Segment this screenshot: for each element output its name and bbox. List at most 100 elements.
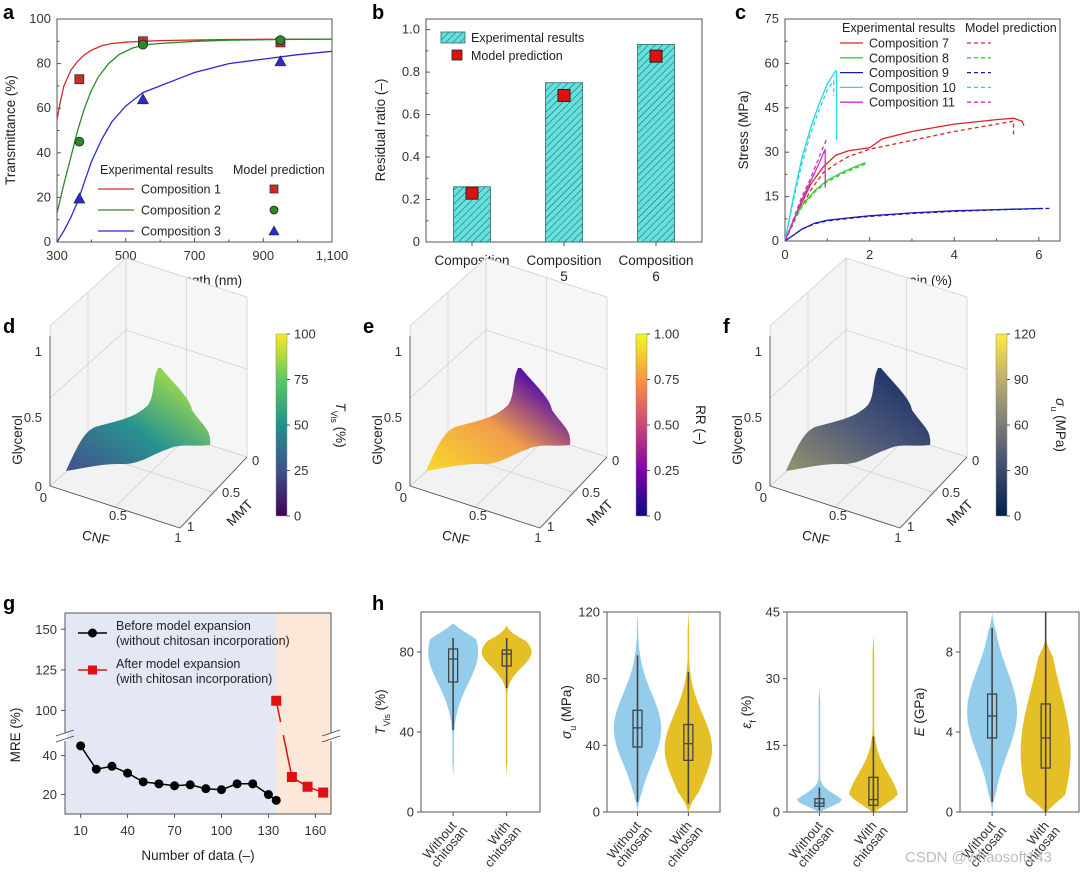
legend-marker bbox=[269, 184, 279, 194]
shaded-region-1 bbox=[65, 613, 277, 814]
legend-label-before: Before model expansion bbox=[116, 619, 251, 633]
x-tick-label: 6 bbox=[1035, 247, 1042, 262]
bar-experimental bbox=[637, 44, 675, 243]
y-axis-label-unit: (%) bbox=[373, 689, 388, 714]
shaded-region-2 bbox=[276, 613, 331, 814]
y-axis-label: Stress (MPa) bbox=[736, 91, 751, 170]
data-point-before bbox=[201, 784, 211, 794]
z-tick-label: 1 bbox=[755, 344, 762, 359]
y-tick-label: 0 bbox=[407, 805, 414, 820]
colorbar-tick-label: 0 bbox=[294, 509, 301, 524]
panel-label: g bbox=[3, 593, 15, 615]
y-tick-label: 1 bbox=[907, 519, 914, 534]
y-axis-label-unit: (GPa) bbox=[912, 688, 927, 728]
y-axis-label: σu (MPa) bbox=[559, 685, 578, 739]
series-line-experimental-7 bbox=[784, 117, 1025, 242]
x-tick-label: 900 bbox=[252, 248, 274, 263]
x-axis-label: CNF bbox=[81, 527, 111, 547]
x-tick-label: 700 bbox=[184, 248, 206, 263]
colorbar-tick-label: 0.50 bbox=[654, 418, 679, 433]
y-tick-label: 80 bbox=[400, 645, 414, 660]
legend-marker-after bbox=[88, 665, 97, 675]
series-line-experimental-10 bbox=[784, 69, 838, 242]
x-tick-label: 0 bbox=[400, 490, 407, 505]
x-tick-label: 4 bbox=[951, 247, 958, 262]
panel-e-rr-surface: e 0 0.5 1 0 0.5 1 0 0.5 1 Glycerol CNF MMT 0 0.25 0.50 0… bbox=[363, 257, 708, 548]
legend-sublabel-after: (with chitosan incorporation) bbox=[116, 672, 272, 686]
axis-break-gap bbox=[63, 733, 67, 741]
data-point-before bbox=[76, 741, 86, 751]
legend-label: Composition 11 bbox=[869, 96, 955, 110]
colorbar-tick-label: 1.00 bbox=[654, 327, 679, 342]
plot-frame bbox=[64, 612, 332, 815]
surface-shape bbox=[426, 368, 571, 471]
y-tick-label: 0 bbox=[773, 805, 780, 820]
grid-line bbox=[845, 329, 968, 370]
colorbar-label-sub: u bbox=[1049, 406, 1059, 411]
legend-label: Composition 1 bbox=[141, 183, 221, 197]
box-iqr bbox=[632, 709, 643, 748]
z-tick-label: 0 bbox=[395, 479, 402, 494]
y-tick-label: 0 bbox=[612, 453, 619, 468]
panel-a-transmittance-chart: a0204060801003005007009001,100Wavelength… bbox=[3, 2, 348, 288]
series-line-model-10 bbox=[784, 79, 835, 242]
legend-label: Composition 10 bbox=[869, 81, 956, 95]
x-tick-label: 100 bbox=[211, 823, 233, 838]
y-axis-label: MMT bbox=[584, 497, 616, 529]
surface-shape bbox=[66, 368, 211, 471]
series-line-3 bbox=[56, 50, 333, 243]
legend-marker bbox=[268, 225, 280, 236]
y-tick-label: 8 bbox=[946, 645, 953, 660]
y-tick-label: 0 bbox=[772, 233, 779, 248]
y-axis-label: Residual ratio (–) bbox=[373, 79, 388, 182]
y-tick-label: 40 bbox=[586, 738, 600, 753]
z-axis-label: Glycerol bbox=[730, 415, 745, 465]
x-axis-line bbox=[49, 485, 181, 529]
z-tick-label: 0 bbox=[35, 479, 42, 494]
y-tick-label: 0 bbox=[972, 453, 979, 468]
y-tick-label: 0.6 bbox=[402, 107, 420, 122]
data-point-before bbox=[91, 764, 101, 774]
prediction-marker bbox=[136, 93, 149, 105]
x-axis-line bbox=[409, 485, 541, 529]
x-tick-label: 130 bbox=[258, 823, 280, 838]
legend-marker bbox=[269, 205, 279, 215]
data-point-before bbox=[232, 779, 242, 789]
series-line-after bbox=[282, 734, 293, 778]
x-axis-line bbox=[769, 485, 901, 529]
panel-f-sigma-surface: f 0 0.5 1 0 0.5 1 0 0.5 1 Glycerol CNF MMT 0 30 60 90 120… bbox=[723, 257, 1068, 548]
colorbar-label: TVis (%) bbox=[329, 402, 348, 447]
y-axis-label: Transmittance (%) bbox=[3, 75, 18, 185]
y-axis-label-unit: (MPa) bbox=[559, 685, 574, 726]
data-point-after bbox=[318, 787, 329, 798]
y-axis-label-symbol: ε bbox=[739, 722, 754, 729]
z-tick-label: 1 bbox=[395, 344, 402, 359]
legend-label: Composition 7 bbox=[869, 37, 949, 51]
grid-line bbox=[409, 329, 487, 399]
y-tick-label: 0 bbox=[946, 805, 953, 820]
panel-label: h bbox=[372, 593, 384, 615]
legend-marker-before bbox=[88, 628, 97, 638]
y-tick-label: 0 bbox=[252, 453, 259, 468]
legend-header-experimental: Experimental results bbox=[842, 21, 955, 35]
legend-swatch-bar bbox=[440, 31, 466, 44]
box-iqr bbox=[683, 723, 694, 761]
axis-break-gap bbox=[329, 733, 333, 741]
y-axis-label-symbol: T bbox=[373, 725, 388, 735]
prediction-marker bbox=[138, 39, 148, 50]
x-axis-label: CNF bbox=[801, 527, 831, 547]
colorbar-label: σu (MPa) bbox=[1049, 398, 1068, 452]
plot-frame bbox=[606, 611, 721, 813]
colorbar-tick-label: 120 bbox=[1014, 327, 1036, 342]
panel-b-residual-ratio-chart: b 0 0.2 0.4 0.6 0.8 1.0 Residual ratio (–) Compo… bbox=[372, 2, 703, 284]
x-tick-label: Composition bbox=[526, 253, 601, 268]
panel-label: b bbox=[372, 2, 384, 24]
axis-break-mark bbox=[55, 735, 75, 743]
y-tick-label: 60 bbox=[765, 55, 779, 70]
z-axis-label: Glycerol bbox=[370, 415, 385, 465]
y-tick-label: 40 bbox=[37, 145, 51, 160]
legend-label: Experimental results bbox=[471, 31, 584, 45]
series-line-1 bbox=[56, 38, 333, 120]
y-tick-label: 0 bbox=[44, 234, 51, 249]
